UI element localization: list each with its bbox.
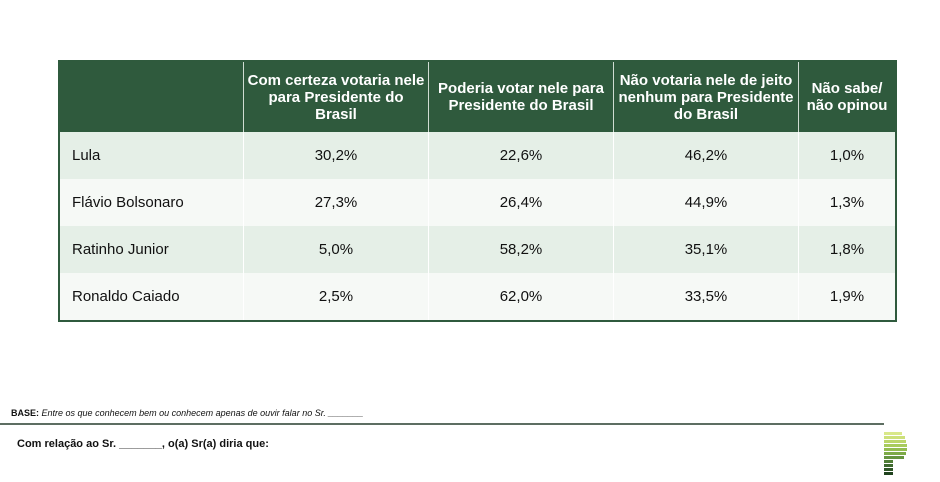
table-row: Ronaldo Caiado 2,5% 62,0% 33,5% 1,9% <box>58 273 896 321</box>
cell-value: 35,1% <box>613 226 799 273</box>
cell-value: 1,8% <box>798 226 896 273</box>
cell-value: 1,3% <box>798 179 896 226</box>
brand-logo-icon <box>884 432 907 475</box>
header-could-vote: Poderia votar nele para Presidente do Br… <box>428 61 614 132</box>
header-dont-know: Não sabe/ não opinou <box>798 61 896 132</box>
header-certainly-vote: Com certeza votaria nele para Presidente… <box>243 61 429 132</box>
header-would-not-vote: Não votaria nele de jeito nenhum para Pr… <box>613 61 799 132</box>
candidate-name: Lula <box>58 132 244 179</box>
candidate-name: Flávio Bolsonaro <box>58 179 244 226</box>
cell-value: 30,2% <box>243 132 429 179</box>
table-row: Flávio Bolsonaro 27,3% 26,4% 44,9% 1,3% <box>58 179 896 226</box>
cell-value: 33,5% <box>613 273 799 321</box>
results-table: Com certeza votaria nele para Presidente… <box>58 60 897 322</box>
cell-value: 5,0% <box>243 226 429 273</box>
cell-value: 1,9% <box>798 273 896 321</box>
cell-value: 58,2% <box>428 226 614 273</box>
base-label: BASE: <box>11 408 40 418</box>
question-text: Com relação ao Sr. _______, o(a) Sr(a) d… <box>17 438 269 450</box>
cell-value: 44,9% <box>613 179 799 226</box>
cell-value: 2,5% <box>243 273 429 321</box>
cell-value: 46,2% <box>613 132 799 179</box>
table-row: Ratinho Junior 5,0% 58,2% 35,1% 1,8% <box>58 226 896 273</box>
header-candidate <box>59 61 244 132</box>
header-row: Com certeza votaria nele para Presidente… <box>59 61 896 132</box>
table-row: Lula 30,2% 22,6% 46,2% 1,0% <box>58 132 896 179</box>
base-note: BASE: Entre os que conhecem bem ou conhe… <box>11 408 363 418</box>
cell-value: 26,4% <box>428 179 614 226</box>
divider <box>0 423 884 425</box>
cell-value: 62,0% <box>428 273 614 321</box>
candidate-name: Ronaldo Caiado <box>58 273 244 321</box>
cell-value: 1,0% <box>798 132 896 179</box>
candidate-name: Ratinho Junior <box>58 226 244 273</box>
base-text: Entre os que conhecem bem ou conhecem ap… <box>41 408 364 418</box>
cell-value: 22,6% <box>428 132 614 179</box>
cell-value: 27,3% <box>243 179 429 226</box>
